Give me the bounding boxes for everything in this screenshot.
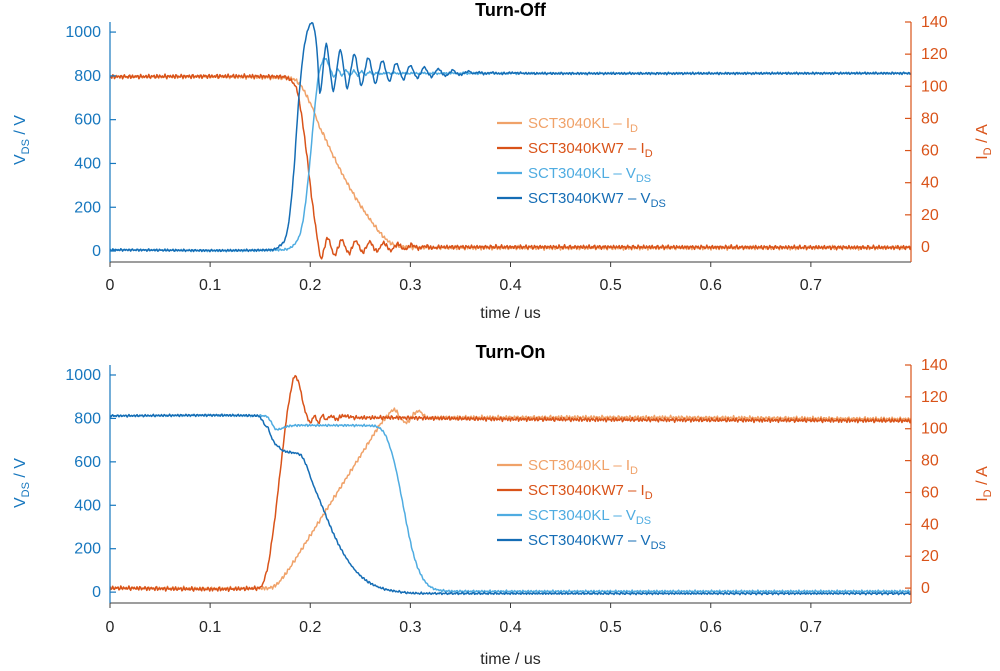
x-tick-label: 0.7 [800, 277, 822, 294]
legend-label: SCT3040KL – ID [528, 115, 638, 135]
trace-sct3040kw7-vds [110, 413, 911, 596]
y-axis-left-label: VDS / V [12, 115, 32, 165]
legend: SCT3040KL – ID SCT3040KW7 – ID SCT3040KL –… [497, 115, 666, 210]
y-right-tick-label: 80 [921, 453, 939, 470]
y-left-tick-label: 600 [74, 112, 101, 129]
legend-item-sct3040kw7-id: SCT3040KW7 – ID [497, 140, 653, 160]
y-left-tick-label: 400 [74, 497, 101, 514]
legend-label: SCT3040KW7 – ID [528, 482, 653, 502]
trace-sct3040kl-id [110, 407, 911, 592]
trace-sct3040kl-id [110, 73, 911, 251]
chart-turn-on: 0 0.1 0.2 0.3 0.4 0.5 0.6 0.7 0 200 400 600 800 1000 0… [12, 342, 994, 668]
legend-item-sct3040kw7-id: SCT3040KW7 – ID [497, 482, 653, 502]
legend-label: SCT3040KW7 – VDS [528, 190, 666, 210]
y-right-tick-label: 40 [921, 175, 939, 192]
y-left-tick-label: 400 [74, 155, 101, 172]
y-right-tick-label: 40 [921, 516, 939, 533]
x-tick-label: 0 [106, 619, 115, 636]
plot-area [110, 22, 911, 260]
x-tick-label: 0 [106, 277, 115, 294]
legend-item-sct3040kl-vds: SCT3040KL – VDS [497, 507, 651, 527]
legend-label: SCT3040KL – VDS [528, 507, 651, 527]
x-tick-label: 0.5 [600, 619, 622, 636]
y-left-tick-label: 800 [74, 68, 101, 85]
legend-label: SCT3040KL – VDS [528, 165, 651, 185]
chart-title: Turn-Off [475, 0, 547, 20]
x-tick-label: 0.4 [499, 277, 521, 294]
legend-item-sct3040kl-vds: SCT3040KL – VDS [497, 165, 651, 185]
legend-label: SCT3040KW7 – ID [528, 140, 653, 160]
y-left-tick-label: 200 [74, 541, 101, 558]
y-left-tick-label: 800 [74, 410, 101, 427]
y-right-tick-label: 0 [921, 580, 930, 597]
x-tick-label: 0.6 [700, 277, 722, 294]
y-axis-right-label: ID / A [974, 124, 994, 160]
trace-sct3040kl-vds [110, 413, 911, 594]
x-tick-label: 0.2 [299, 277, 321, 294]
y-left-tick-label: 1000 [65, 24, 101, 41]
x-axis-label: time / us [480, 651, 540, 668]
legend-label: SCT3040KW7 – VDS [528, 532, 666, 552]
y-right-tick-label: 140 [921, 357, 948, 374]
y-right-tick-label: 60 [921, 143, 939, 160]
chart-turn-off: 0 0.1 0.2 0.3 0.4 0.5 0.6 0.7 0 200 400 600 800 1000 0… [12, 0, 994, 322]
x-tick-label: 0.3 [399, 277, 421, 294]
legend-item-sct3040kw7-vds: SCT3040KW7 – VDS [497, 532, 666, 552]
x-tick-label: 0.4 [499, 619, 521, 636]
legend-label: SCT3040KL – ID [528, 457, 638, 477]
x-tick-label: 0.6 [700, 619, 722, 636]
legend-item-sct3040kl-id: SCT3040KL – ID [497, 115, 638, 135]
y-axis-left-label: VDS / V [12, 458, 32, 508]
y-axis-right-label: ID / A [974, 466, 994, 502]
x-tick-label: 0.7 [800, 619, 822, 636]
trace-sct3040kw7-vds [110, 22, 911, 253]
x-tick-label: 0.5 [600, 277, 622, 294]
legend-item-sct3040kw7-vds: SCT3040KW7 – VDS [497, 190, 666, 210]
x-tick-label: 0.1 [199, 619, 221, 636]
x-tick-label: 0.2 [299, 619, 321, 636]
y-right-tick-label: 0 [921, 239, 930, 256]
trace-sct3040kw7-id [110, 73, 911, 260]
x-tick-label: 0.3 [399, 619, 421, 636]
y-right-tick-label: 100 [921, 78, 948, 95]
chart-title: Turn-On [476, 342, 546, 362]
y-right-tick-label: 20 [921, 548, 939, 565]
trace-sct3040kl-vds [110, 57, 911, 253]
y-right-tick-label: 120 [921, 46, 948, 63]
x-axis-label: time / us [480, 305, 540, 322]
y-right-tick-label: 60 [921, 484, 939, 501]
y-left-tick-label: 600 [74, 454, 101, 471]
y-left-tick-label: 0 [92, 243, 101, 260]
y-left-tick-label: 1000 [65, 367, 101, 384]
y-left-tick-label: 0 [92, 584, 101, 601]
legend: SCT3040KL – ID SCT3040KW7 – ID SCT3040KL –… [497, 457, 666, 552]
y-left-tick-label: 200 [74, 199, 101, 216]
y-right-tick-label: 120 [921, 389, 948, 406]
x-tick-label: 0.1 [199, 277, 221, 294]
legend-item-sct3040kl-id: SCT3040KL – ID [497, 457, 638, 477]
y-right-tick-label: 100 [921, 421, 948, 438]
y-right-tick-label: 140 [921, 14, 948, 31]
plot-area [110, 374, 911, 596]
trace-sct3040kw7-id [110, 374, 911, 593]
y-right-tick-label: 80 [921, 110, 939, 127]
y-right-tick-label: 20 [921, 207, 939, 224]
